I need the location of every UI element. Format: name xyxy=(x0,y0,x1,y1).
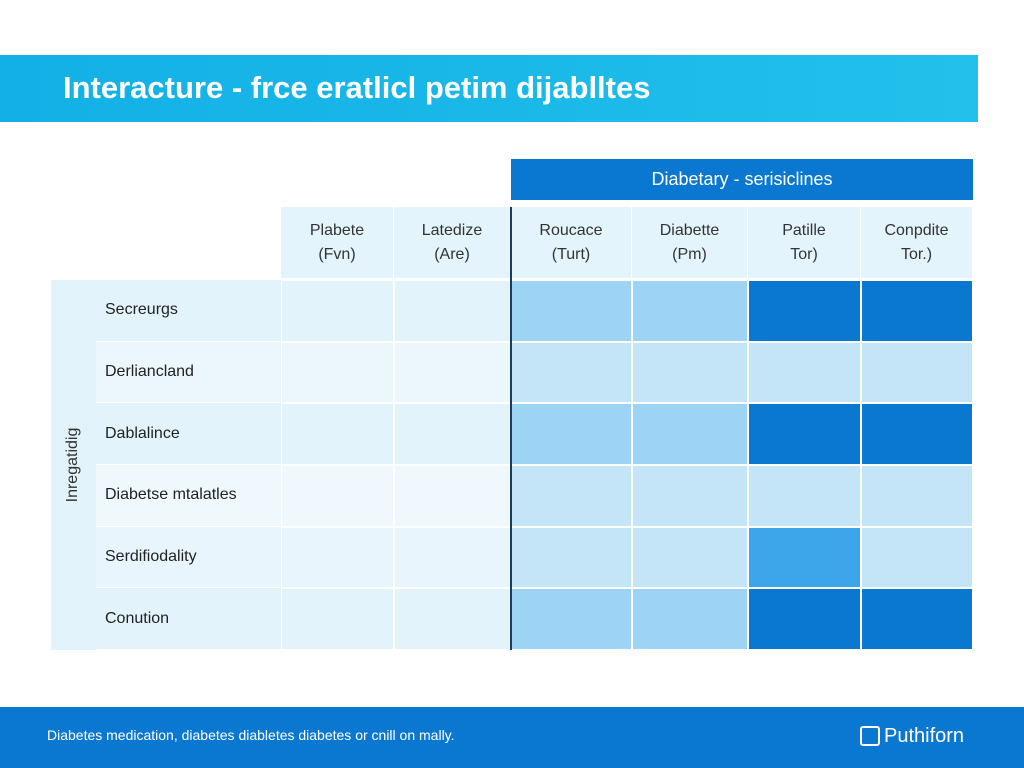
row-label: Serdifiodality xyxy=(96,526,281,589)
cell xyxy=(394,526,511,589)
cell xyxy=(748,588,861,650)
row-label: Conution xyxy=(96,588,281,650)
cell xyxy=(632,403,748,465)
cell xyxy=(748,465,861,527)
column-header-line: Diabette xyxy=(659,222,720,239)
cell xyxy=(394,280,511,342)
cell xyxy=(511,526,632,589)
column-header-line: (Pm) xyxy=(672,246,707,263)
divider xyxy=(510,207,512,650)
cell xyxy=(281,403,394,465)
cell xyxy=(394,588,511,650)
footer xyxy=(0,707,1024,768)
cell xyxy=(748,403,861,465)
column-header: Plabete (Fvn) xyxy=(281,207,394,278)
column-header-line: (Fvn) xyxy=(318,246,356,263)
cell xyxy=(281,465,394,527)
cell xyxy=(861,280,973,342)
cell xyxy=(748,280,861,342)
cell xyxy=(748,341,861,404)
column-header: Diabette (Pm) xyxy=(632,207,748,278)
row-label: Derliancland xyxy=(96,341,281,404)
column-header-line: Latedize xyxy=(421,222,483,239)
cell xyxy=(511,403,632,465)
group-header: Diabetary - serisiclines xyxy=(511,159,973,200)
cell xyxy=(748,526,861,589)
cell xyxy=(281,526,394,589)
cell xyxy=(394,403,511,465)
row-label: Diabetse mtalatles xyxy=(96,465,281,527)
cell xyxy=(632,588,748,650)
column-header-line: Conpdite xyxy=(884,222,949,239)
column-header: Patille Tor) xyxy=(748,207,861,278)
cell xyxy=(861,341,973,404)
side-label-cell xyxy=(51,280,96,650)
footer-text: Diabetes medication, diabetes diabletes … xyxy=(47,727,455,743)
column-header: Roucace (Turt) xyxy=(511,207,632,278)
cell xyxy=(281,280,394,342)
page-title: Interacture - frce eratlicl petim dijabl… xyxy=(63,70,651,105)
column-header-line: (Turt) xyxy=(551,246,591,263)
cell xyxy=(511,280,632,342)
title-bar xyxy=(0,55,978,122)
column-header: Latedize (Are) xyxy=(394,207,511,278)
side-label: Inregatidig xyxy=(64,427,81,503)
brand-logo xyxy=(860,726,880,746)
cell xyxy=(632,526,748,589)
cell xyxy=(511,341,632,404)
column-header-line: Tor) xyxy=(790,246,818,263)
cell xyxy=(394,465,511,527)
cell xyxy=(511,588,632,650)
column-header-line: Patille xyxy=(782,222,826,239)
cell xyxy=(281,341,394,404)
column-header-line: Roucace xyxy=(539,222,603,239)
cell xyxy=(511,465,632,527)
row-label: Dablalince xyxy=(96,403,281,465)
cell xyxy=(632,280,748,342)
column-header-line: (Are) xyxy=(434,246,470,263)
cell xyxy=(861,465,973,527)
column-header-line: Plabete xyxy=(309,222,365,239)
column-header-line: Tor.) xyxy=(900,246,933,263)
cell xyxy=(281,588,394,650)
cell xyxy=(632,465,748,527)
cell xyxy=(632,341,748,404)
cell xyxy=(861,588,973,650)
brand[interactable]: Puthiforn xyxy=(884,725,965,747)
column-header: Conpdite Tor.) xyxy=(861,207,973,278)
cell xyxy=(861,526,973,589)
cell xyxy=(861,403,973,465)
cell xyxy=(394,341,511,404)
row-label: Secreurgs xyxy=(96,280,281,342)
